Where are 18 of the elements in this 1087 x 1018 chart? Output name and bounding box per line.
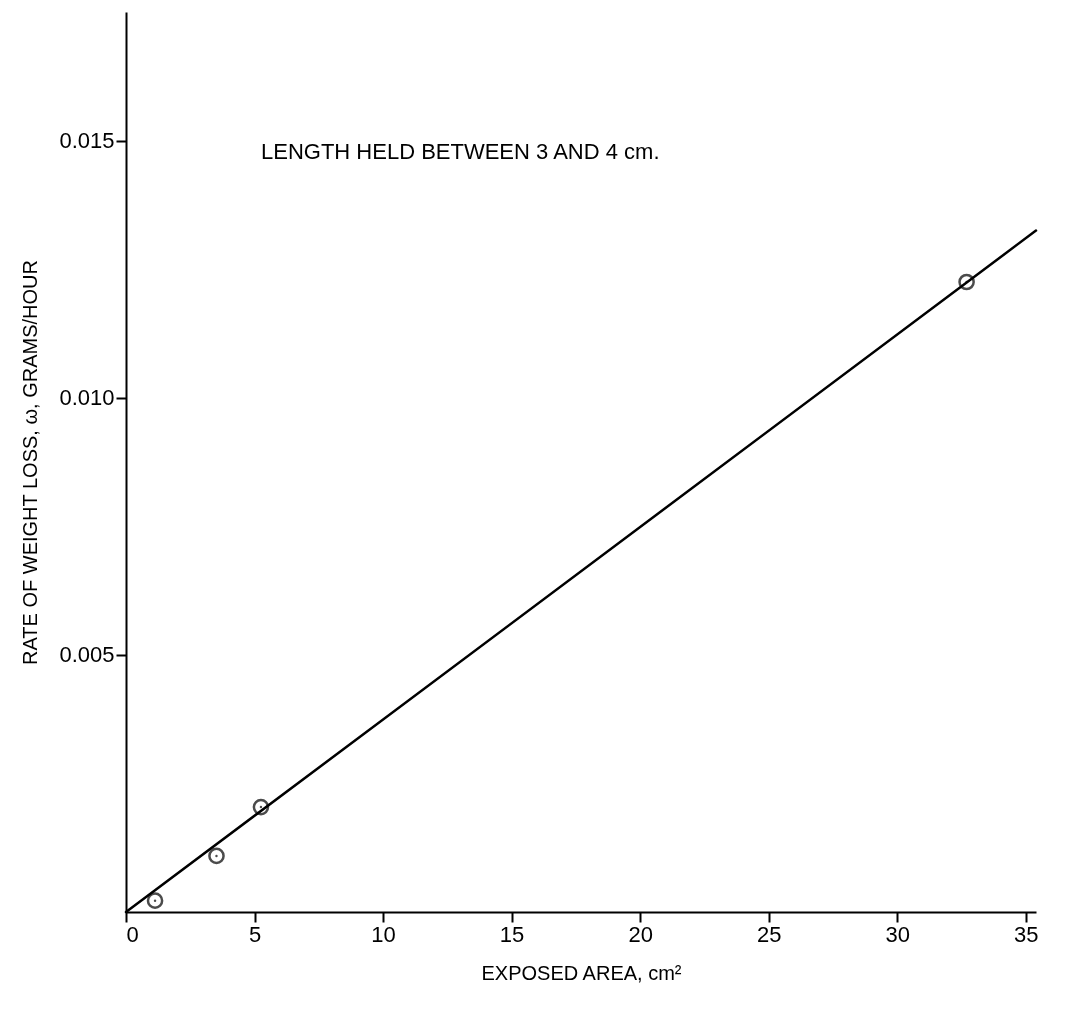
y-tick-label: 0.005 — [59, 642, 115, 668]
point — [958, 273, 975, 291]
x-tick-label: 30 — [885, 921, 910, 947]
x-tick-label: 20 — [628, 921, 653, 947]
point — [146, 892, 164, 909]
annotation: LENGTH HELD BETWEEN 3 AND 4 cm. — [261, 139, 660, 164]
point — [252, 798, 270, 816]
x-tick-label: 15 — [499, 921, 525, 947]
x-tick-label: 0 — [126, 921, 139, 947]
y-tick-label: 0.010 — [59, 385, 115, 411]
x-tick-label: 25 — [756, 921, 782, 947]
x-tick-label: 35 — [1013, 921, 1039, 947]
x-axis-title: EXPOSED AREA, cm² — [481, 961, 682, 984]
x-tick-label: 5 — [248, 921, 262, 947]
y-tick-label: 0.015 — [59, 128, 115, 154]
x-tick-label: 10 — [371, 921, 396, 947]
y-axis-title: RATE OF WEIGHT LOSS, ω, GRAMS/HOUR — [19, 260, 42, 665]
point — [208, 847, 225, 865]
